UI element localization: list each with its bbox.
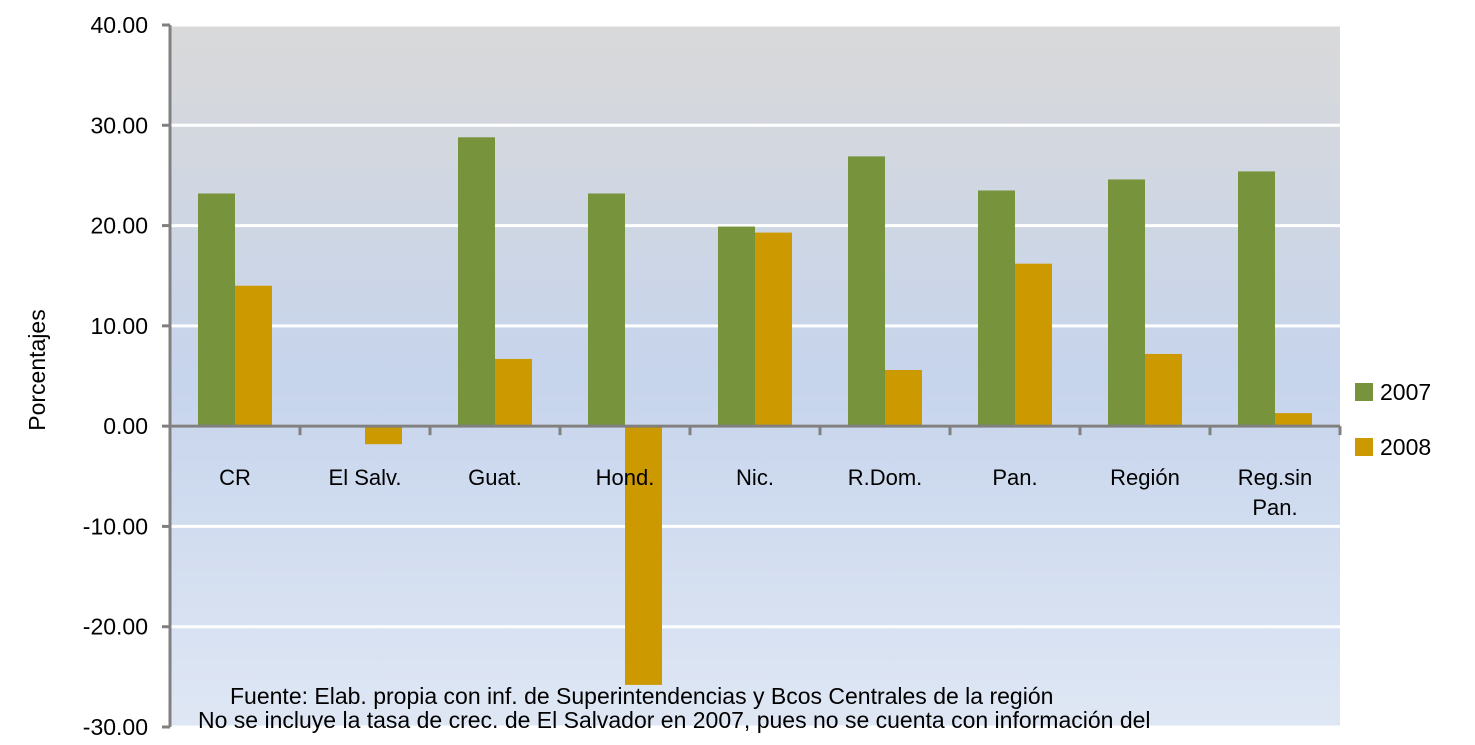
bar (978, 190, 1015, 427)
bar (1015, 263, 1052, 427)
bar (198, 193, 235, 427)
x-tick-label: CR (219, 465, 251, 491)
y-tick-label: -10.00 (83, 513, 148, 539)
x-tick-label: Reg.sin Pan. (1237, 465, 1313, 521)
y-axis-label: Porcentajes (24, 309, 50, 430)
x-tick-label: El Salv. (328, 465, 402, 491)
bar (885, 369, 922, 427)
y-tick-label: 20.00 (90, 213, 148, 239)
legend-swatch (1355, 383, 1373, 401)
x-tick-label: Guat. (468, 465, 522, 491)
y-tick-label: -30.00 (83, 714, 148, 740)
legend-label: 2007 (1380, 379, 1431, 405)
legend-label: 2008 (1380, 434, 1431, 460)
bar (495, 358, 532, 427)
y-tick-label: 10.00 (90, 313, 148, 339)
x-tick-label: R.Dom. (847, 465, 923, 491)
bar (235, 285, 272, 427)
annotation: Fuente: Elab. propia con inf. de Superin… (230, 683, 1053, 709)
bar (718, 226, 755, 427)
bar (588, 193, 625, 427)
x-tick-label: Pan. (992, 465, 1038, 491)
bar (458, 137, 495, 427)
x-tick-label: Región (1110, 465, 1180, 491)
y-tick-label: -20.00 (83, 614, 148, 640)
bar (755, 232, 792, 427)
legend-swatch (1355, 438, 1373, 456)
y-tick-label: 40.00 (90, 12, 148, 38)
y-tick-label: 0.00 (103, 413, 148, 439)
bar (848, 156, 885, 427)
x-tick-label: Nic. (736, 465, 774, 491)
bar (1145, 353, 1182, 427)
bar (625, 426, 662, 685)
bar (1108, 179, 1145, 427)
annotation: No se incluye la tasa de crec. de El Sal… (198, 707, 1151, 733)
x-tick-label: Hond. (595, 465, 655, 491)
y-tick-label: 30.00 (90, 112, 148, 138)
bar (1275, 413, 1312, 427)
bar (1238, 171, 1275, 427)
bar (365, 426, 402, 445)
